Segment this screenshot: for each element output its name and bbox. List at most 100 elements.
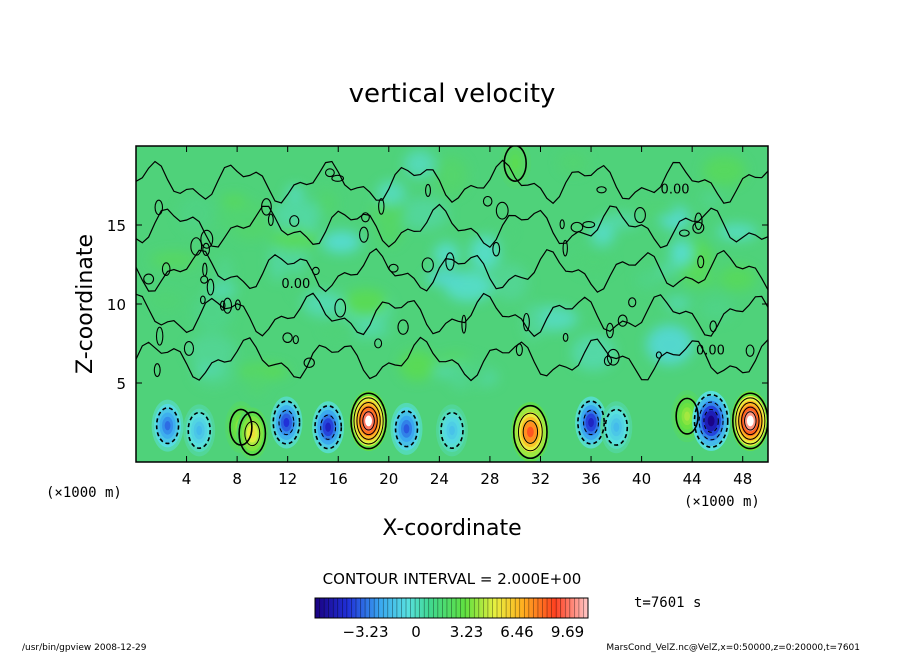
contour-line (359, 226, 369, 243)
y-tick-label: 15 (107, 217, 126, 235)
colorbar-tick-label: −3.23 (343, 623, 389, 641)
contour-line (278, 409, 295, 436)
contour-line (512, 404, 548, 460)
contour-line (582, 220, 596, 229)
x-tick-label: 40 (632, 470, 651, 488)
contour-interval: CONTOUR INTERVAL = 2.000E+00 (323, 570, 582, 588)
contour-line (324, 168, 335, 178)
contour-line (153, 363, 161, 378)
field-feature (349, 390, 388, 451)
contour-line (282, 332, 293, 344)
contour-line (703, 409, 719, 433)
contour-line (617, 314, 628, 327)
contour-line (596, 186, 607, 194)
contour-line (136, 292, 768, 338)
plot-area: 0.00 0.00 0.00 (136, 146, 768, 462)
x-tick-label: 4 (182, 470, 192, 488)
contour-line (136, 336, 768, 382)
contour-line (482, 195, 493, 207)
contour-line (698, 401, 724, 441)
contour-line (738, 402, 763, 440)
contour-line (267, 213, 274, 227)
contour-line (445, 252, 455, 271)
contour-line (397, 319, 409, 335)
colorbar-tick-label: 3.23 (450, 623, 483, 641)
contour-line (356, 402, 381, 440)
x-tick-label: 48 (733, 470, 752, 488)
x-tick-label: 24 (430, 470, 449, 488)
contour-line (353, 397, 384, 445)
contour-line (292, 335, 299, 345)
contour-value-label: 0.00 (696, 344, 725, 359)
chart-title: vertical velocity (349, 79, 556, 109)
contour-line (697, 255, 705, 269)
contour-line (678, 229, 690, 237)
x-tick-label: 36 (581, 470, 600, 488)
contour-line (187, 411, 211, 450)
contour-line (136, 203, 768, 249)
contour-line (362, 411, 375, 431)
field-feature (270, 396, 303, 449)
contour-value-label: 0.00 (281, 277, 310, 292)
contour-line (515, 343, 523, 357)
colorbar-tick-label: 0 (411, 623, 421, 641)
contour-line (238, 411, 267, 456)
x-tick-label: 16 (329, 470, 348, 488)
footer-left: /usr/bin/gpview 2008-12-29 (22, 643, 147, 653)
contour-line (692, 221, 705, 234)
contour-line (583, 409, 599, 436)
contour-line (136, 247, 768, 293)
contour-line (374, 338, 383, 349)
field-feature (511, 401, 550, 462)
contour-line (503, 146, 527, 182)
contour-line (154, 199, 164, 216)
contour-line (606, 322, 614, 339)
contour-line (606, 348, 620, 366)
contour-line (199, 295, 206, 305)
contour-line (709, 320, 717, 333)
contour-line (222, 297, 233, 314)
x-tick-label: 20 (379, 470, 398, 488)
contour-line (517, 412, 543, 452)
contour-line (143, 273, 155, 285)
contour-line (461, 314, 467, 334)
x-unit-label-left: (×1000 m) (46, 485, 122, 501)
contour-line (440, 411, 464, 450)
contour-line (206, 278, 215, 296)
contour-line (577, 400, 605, 445)
field-feature (236, 407, 269, 460)
y-tick-label: 10 (107, 296, 126, 314)
contour-line (562, 239, 568, 257)
contour-line (570, 221, 584, 233)
contour-line (183, 340, 195, 356)
contour-line (289, 215, 300, 227)
contour-line (394, 410, 419, 448)
contour-line (694, 212, 703, 231)
contour-line (388, 263, 399, 273)
contour-line (161, 262, 171, 276)
contour-line (331, 174, 345, 182)
field-feature (692, 390, 731, 451)
contour-line (634, 207, 646, 224)
x-axis-label: X-coordinate (382, 516, 521, 541)
y-axis-label: Z-coordinate (73, 234, 98, 374)
colorbar-tick-label: 9.69 (551, 623, 584, 641)
contour-line (190, 237, 203, 256)
contour-line (303, 357, 315, 368)
contour-line (604, 408, 629, 446)
contour-line (234, 299, 241, 311)
x-unit-label-right: (×1000 m) (684, 494, 760, 510)
contour-line (425, 183, 431, 197)
contour-line (495, 201, 509, 220)
contour-line (155, 326, 164, 346)
footer-right: MarsCond_VelZ.nc@VelZ,x=0:50000,z=0:2000… (606, 643, 860, 653)
contour-line (522, 312, 530, 332)
x-tick-label: 12 (278, 470, 297, 488)
contour-line (244, 420, 261, 447)
contour-line (350, 392, 387, 450)
contour-line (421, 257, 434, 273)
colorbar-tick-label: 6.46 (500, 623, 533, 641)
contour-line (378, 198, 385, 215)
contour-line (311, 266, 320, 276)
contour-line (562, 332, 569, 342)
